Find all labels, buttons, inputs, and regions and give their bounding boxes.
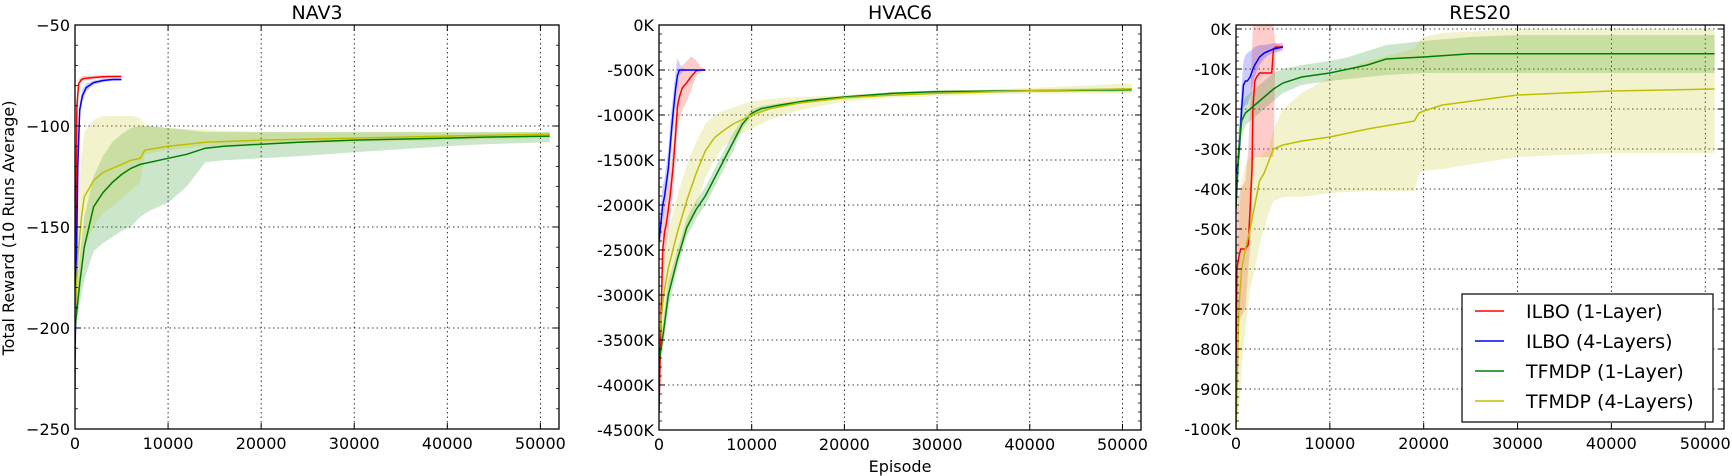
x-tick-label: 30000 bbox=[1492, 434, 1543, 453]
x-tick-label: 20000 bbox=[1398, 434, 1449, 453]
confidence-band bbox=[1236, 29, 1715, 429]
y-tick-label: -60K bbox=[1194, 260, 1231, 279]
x-tick-label: 20000 bbox=[819, 435, 870, 454]
series-line bbox=[75, 78, 122, 359]
legend-label: ILBO (1-Layer) bbox=[1526, 301, 1663, 323]
y-tick-label: -70K bbox=[1194, 300, 1231, 319]
x-tick-label: 20000 bbox=[236, 434, 287, 453]
series-line bbox=[1236, 88, 1715, 429]
series-line bbox=[75, 133, 550, 318]
y-tick-label: -80K bbox=[1194, 340, 1231, 359]
x-tick-label: 40000 bbox=[422, 434, 473, 453]
series-line bbox=[1236, 53, 1715, 210]
x-tick-label: 50000 bbox=[515, 434, 566, 453]
y-tick-label: -10K bbox=[1194, 60, 1231, 79]
x-tick-label: 50000 bbox=[1097, 435, 1148, 454]
hvac6-panel: 0 10000 20000 30000 40000 50000 -4500K -4000K -3… bbox=[597, 2, 1148, 454]
x-tick-label: 0 bbox=[1231, 434, 1241, 453]
plot-area bbox=[659, 56, 1132, 430]
legend: ILBO (1-Layer) ILBO (4-Layers) TFMDP (1-… bbox=[1461, 293, 1714, 423]
y-tick-label: -1000K bbox=[597, 106, 654, 125]
axes-frame bbox=[1235, 24, 1725, 430]
x-tick-label: 10000 bbox=[726, 435, 777, 454]
y-tick-label: -4000K bbox=[597, 376, 654, 395]
y-axis-label: Total Reward (10 Runs Average) bbox=[0, 101, 18, 357]
y-tick-label: −200 bbox=[26, 319, 70, 338]
res20-panel: 0 10000 20000 30000 40000 50000 -100K -90K -80K -… bbox=[1184, 2, 1730, 453]
x-axis-label: Episode bbox=[869, 457, 932, 476]
chart-title: HVAC6 bbox=[868, 2, 932, 24]
y-tick-label: -1500K bbox=[597, 151, 654, 170]
ticks: 0 10000 20000 30000 40000 50000 -100K -90K -80K -… bbox=[1184, 20, 1730, 453]
y-tick-label: -4500K bbox=[597, 421, 654, 440]
x-tick-label: 40000 bbox=[1586, 434, 1637, 453]
series-line bbox=[75, 135, 550, 329]
y-tick-label: −50 bbox=[36, 16, 70, 35]
legend-label: TFMDP (4-Layers) bbox=[1525, 391, 1694, 413]
y-tick-label: -500K bbox=[607, 61, 654, 80]
chart-title: NAV3 bbox=[291, 2, 342, 24]
x-tick-label: 0 bbox=[70, 434, 80, 453]
legend-item-tfmdp-1: TFMDP (1-Layer) bbox=[1475, 361, 1684, 383]
series-line bbox=[659, 69, 706, 242]
x-tick-label: 30000 bbox=[912, 435, 963, 454]
x-tick-label: 50000 bbox=[1680, 434, 1731, 453]
series-line bbox=[659, 88, 1132, 341]
series-line bbox=[659, 69, 706, 413]
confidence-band bbox=[659, 83, 1132, 358]
y-tick-label: -3500K bbox=[597, 331, 654, 350]
ticks: 0 10000 20000 30000 40000 50000 -4500K -4000K -3… bbox=[597, 16, 1148, 454]
series-line bbox=[659, 89, 1132, 363]
y-tick-label: -100K bbox=[1184, 420, 1231, 439]
plot-area bbox=[1236, 25, 1715, 429]
legend-label: ILBO (4-Layers) bbox=[1526, 331, 1673, 353]
y-tick-label: -2500K bbox=[597, 241, 654, 260]
confidence-band bbox=[1236, 43, 1283, 181]
series-line bbox=[1236, 46, 1283, 370]
y-tick-label: 0K bbox=[633, 16, 654, 35]
confidence-band bbox=[1236, 25, 1283, 429]
y-tick-label: 0K bbox=[1210, 20, 1231, 39]
legend-label: TFMDP (1-Layer) bbox=[1525, 361, 1684, 383]
y-tick-label: −150 bbox=[26, 218, 70, 237]
confidence-band bbox=[659, 58, 706, 250]
chart-title: RES20 bbox=[1449, 2, 1510, 24]
y-tick-label: −100 bbox=[26, 117, 70, 136]
legend-item-ilbo-1: ILBO (1-Layer) bbox=[1475, 301, 1663, 323]
grid bbox=[75, 25, 559, 429]
y-tick-label: -30K bbox=[1194, 140, 1231, 159]
x-tick-label: 0 bbox=[654, 435, 664, 454]
axes-frame bbox=[658, 24, 1142, 431]
y-tick-label: −250 bbox=[26, 420, 70, 439]
x-tick-label: 40000 bbox=[1004, 435, 1055, 454]
y-tick-label: -40K bbox=[1194, 180, 1231, 199]
y-tick-label: -50K bbox=[1194, 220, 1231, 239]
ticks: 0 10000 20000 30000 40000 50000 −250 −200 −150 −1… bbox=[26, 16, 566, 453]
x-tick-label: 10000 bbox=[143, 434, 194, 453]
plot-area bbox=[75, 75, 550, 409]
y-tick-label: -2000K bbox=[597, 196, 654, 215]
grid bbox=[659, 25, 1141, 430]
x-tick-label: 30000 bbox=[329, 434, 380, 453]
confidence-band bbox=[75, 126, 550, 339]
nav3-panel: 0 10000 20000 30000 40000 50000 −250 −200 −150 −1… bbox=[26, 2, 566, 453]
y-tick-label: -20K bbox=[1194, 100, 1231, 119]
x-tick-label: 10000 bbox=[1304, 434, 1355, 453]
legend-item-tfmdp-4: TFMDP (4-Layers) bbox=[1475, 391, 1694, 413]
y-tick-label: -90K bbox=[1194, 380, 1231, 399]
y-tick-label: -3000K bbox=[597, 286, 654, 305]
legend-item-ilbo-4: ILBO (4-Layers) bbox=[1475, 331, 1673, 353]
